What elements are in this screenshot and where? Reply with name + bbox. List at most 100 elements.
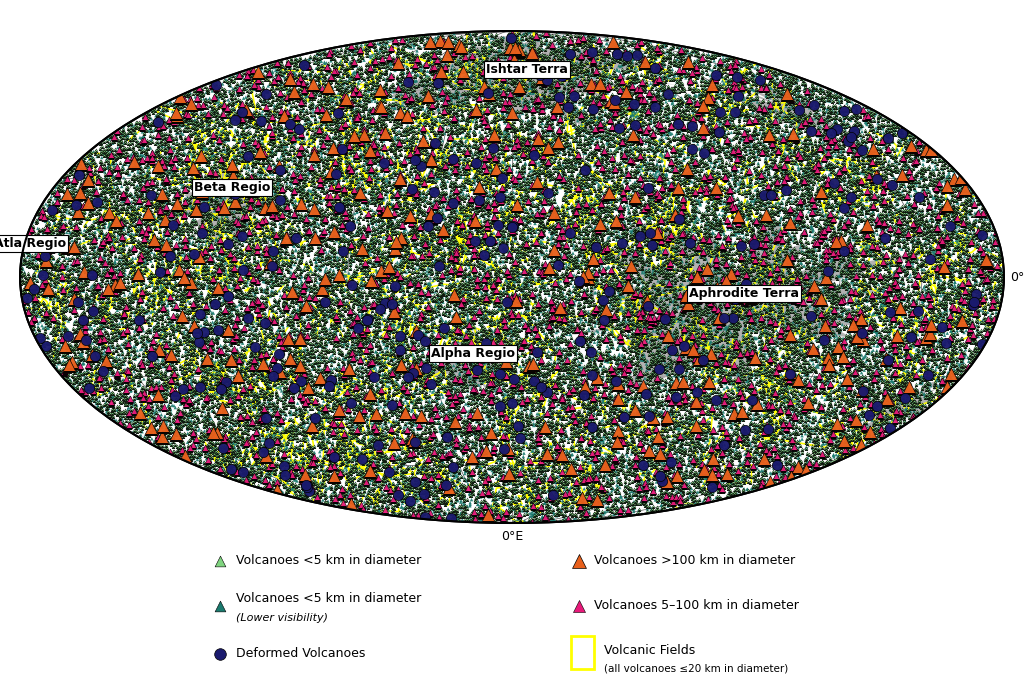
Point	[409, 361, 425, 372]
Point	[886, 298, 902, 308]
Point	[771, 373, 787, 384]
Point	[659, 433, 676, 444]
Point	[570, 299, 587, 310]
Point	[198, 236, 214, 247]
Point	[357, 291, 374, 302]
Point	[216, 225, 232, 236]
Point	[190, 440, 207, 451]
Point	[852, 328, 868, 339]
Point	[409, 268, 425, 279]
Point	[454, 113, 470, 124]
Point	[715, 484, 731, 495]
Point	[961, 252, 977, 263]
Point	[913, 206, 930, 217]
Point	[161, 181, 177, 192]
Point	[484, 319, 501, 330]
Point	[271, 252, 288, 263]
Point	[857, 286, 873, 297]
Point	[559, 209, 575, 220]
Point	[366, 417, 382, 428]
Point	[435, 392, 452, 403]
Point	[319, 286, 336, 297]
Point	[625, 143, 641, 154]
Point	[754, 423, 770, 434]
Point	[590, 354, 606, 365]
Point	[690, 456, 707, 467]
Point	[156, 330, 172, 341]
Point	[736, 401, 753, 412]
Point	[727, 312, 743, 323]
Point	[402, 165, 419, 176]
Point	[733, 102, 750, 113]
Point	[791, 350, 807, 361]
Point	[827, 383, 844, 394]
Point	[471, 449, 487, 460]
Point	[401, 187, 418, 198]
Point	[768, 358, 784, 369]
Point	[49, 348, 66, 359]
Point	[201, 332, 217, 343]
Point	[707, 272, 723, 282]
Point	[686, 485, 702, 496]
Point	[903, 395, 920, 406]
Point	[536, 185, 552, 196]
Point	[564, 377, 581, 388]
Point	[264, 282, 281, 293]
Point	[439, 74, 456, 85]
Point	[187, 288, 204, 299]
Point	[294, 482, 310, 492]
Point	[824, 248, 841, 259]
Point	[242, 176, 258, 187]
Point	[380, 494, 396, 505]
Point	[976, 253, 992, 264]
Point	[203, 337, 219, 347]
Point	[213, 391, 229, 402]
Point	[740, 144, 757, 155]
Point	[301, 460, 317, 471]
Point	[583, 417, 599, 428]
Point	[607, 402, 624, 412]
Point	[476, 274, 493, 285]
Point	[629, 325, 645, 336]
Point	[593, 71, 609, 82]
Point	[782, 81, 799, 92]
Point	[780, 141, 797, 152]
Point	[237, 218, 253, 228]
Point	[618, 162, 635, 173]
Point	[540, 307, 556, 318]
Point	[511, 60, 527, 70]
Point	[967, 241, 983, 252]
Point	[428, 209, 444, 220]
Point	[887, 294, 903, 305]
Point	[196, 347, 212, 358]
Point	[691, 391, 708, 402]
Point	[30, 309, 46, 320]
Point	[800, 452, 816, 463]
Point	[521, 449, 538, 460]
Point	[811, 463, 827, 474]
Point	[190, 88, 207, 99]
Point	[819, 200, 836, 211]
Point	[770, 301, 786, 312]
Point	[147, 266, 164, 277]
Point	[284, 287, 300, 298]
Point	[446, 199, 463, 210]
Point	[445, 192, 462, 203]
Point	[364, 471, 380, 482]
Point	[499, 453, 515, 464]
Point	[526, 183, 543, 194]
Point	[663, 503, 679, 514]
Point	[150, 252, 166, 263]
Point	[604, 428, 621, 438]
Point	[688, 44, 705, 55]
Point	[138, 155, 155, 166]
Point	[346, 280, 362, 291]
Point	[697, 374, 714, 385]
Point	[881, 285, 897, 296]
Point	[499, 368, 515, 379]
Point	[338, 464, 354, 475]
Point	[782, 79, 799, 90]
Point	[200, 450, 216, 461]
Point	[412, 484, 428, 495]
Point	[700, 150, 717, 161]
